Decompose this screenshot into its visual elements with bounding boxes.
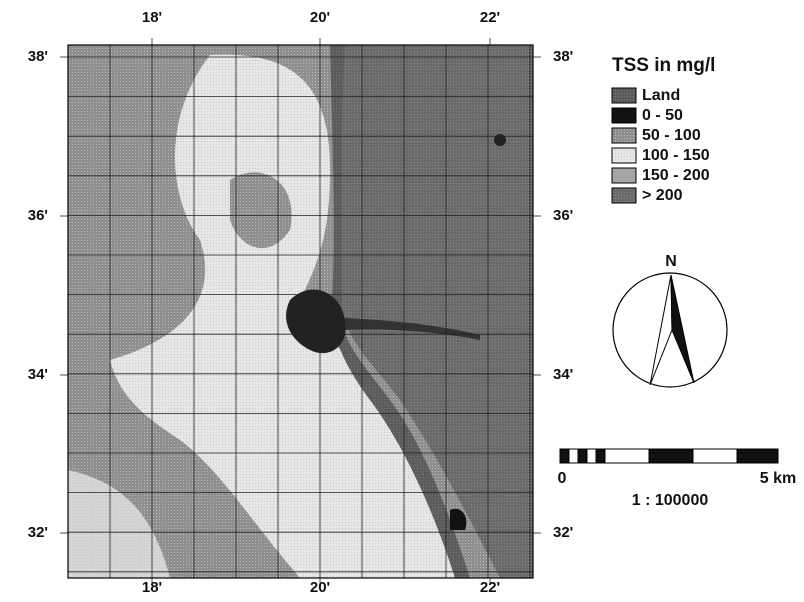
legend-label: > 200 xyxy=(642,187,683,204)
legend-swatch xyxy=(612,168,636,183)
scale-start: 0 xyxy=(558,470,567,487)
legend-swatch xyxy=(612,148,636,163)
y-tick-label: 38' xyxy=(553,48,573,65)
scale-end: 5 km xyxy=(760,470,796,487)
x-tick-label: 20' xyxy=(310,579,330,596)
x-tick-label: 22' xyxy=(480,9,500,26)
legend-swatch xyxy=(612,128,636,143)
legend-label: 50 - 100 xyxy=(642,127,701,144)
legend-title: TSS in mg/l xyxy=(612,55,715,76)
legend-label: 150 - 200 xyxy=(642,167,710,184)
north-label: N xyxy=(665,253,677,270)
legend-label: Land xyxy=(642,87,680,104)
y-tick-label: 34' xyxy=(28,366,48,383)
map-figure: 18' 20' 22' 18' 20' 22' 38' 36' 34' 32' … xyxy=(0,0,804,597)
legend-label: 0 - 50 xyxy=(642,107,683,124)
y-tick-label: 32' xyxy=(28,524,48,541)
legend-swatch xyxy=(612,88,636,103)
scale-bar xyxy=(560,449,778,463)
y-tick-label: 32' xyxy=(553,524,573,541)
legend-swatch xyxy=(612,108,636,123)
y-tick-label: 38' xyxy=(28,48,48,65)
legend-label: 100 - 150 xyxy=(642,147,710,164)
y-tick-label: 36' xyxy=(553,207,573,224)
scale-ratio: 1 : 100000 xyxy=(632,492,709,509)
x-tick-label: 22' xyxy=(480,579,500,596)
legend-swatch xyxy=(612,188,636,203)
x-tick-label: 18' xyxy=(142,9,162,26)
y-tick-label: 34' xyxy=(553,366,573,383)
raster xyxy=(68,45,533,578)
x-tick-label: 20' xyxy=(310,9,330,26)
y-tick-label: 36' xyxy=(28,207,48,224)
x-tick-label: 18' xyxy=(142,579,162,596)
